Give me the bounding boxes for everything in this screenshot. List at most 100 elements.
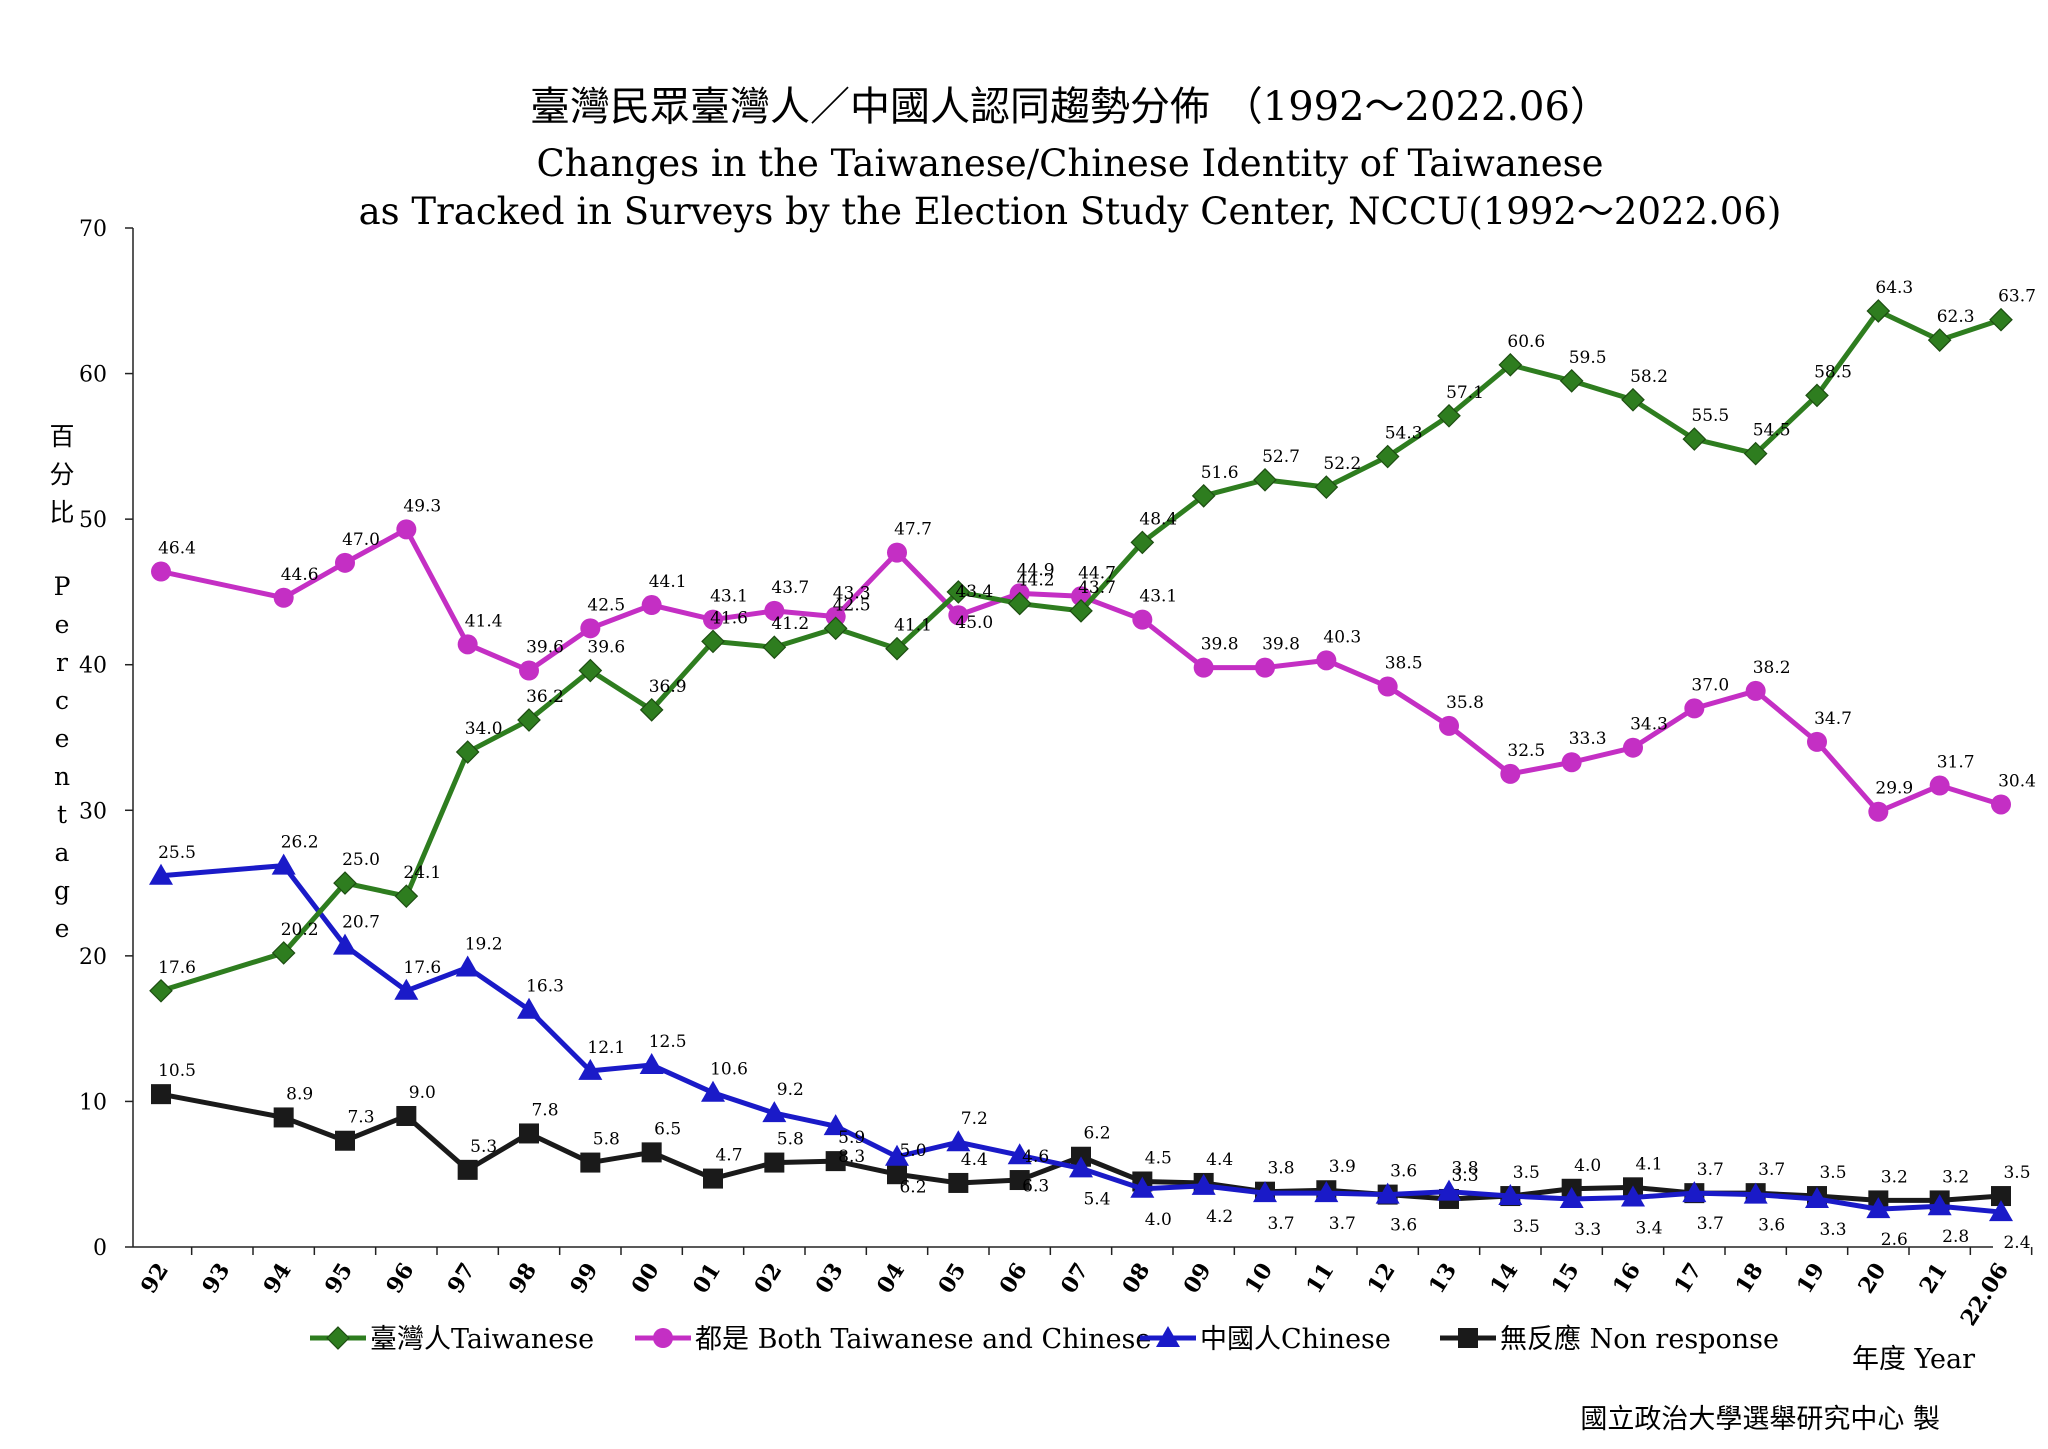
data-point-both (1991, 794, 2011, 815)
data-point-taiwanese (823, 616, 848, 641)
data-point-both (1561, 752, 1582, 773)
data-label-chinese: 3.7 (1697, 1214, 1724, 1234)
data-label-chinese: 25.5 (158, 843, 196, 863)
data-point-chinese (946, 1130, 971, 1152)
data-point-taiwanese (333, 871, 357, 895)
data-label-both: 33.3 (1569, 729, 1607, 749)
x-tick-label: 94 (258, 1258, 296, 1298)
data-point-nonresponse (641, 1142, 662, 1163)
data-point-nonresponse (948, 1172, 969, 1193)
data-label-chinese: 6.2 (899, 1178, 926, 1198)
data-label-chinese: 16.3 (526, 977, 564, 997)
data-label-layer: 17.6 20.2 25.0 24.1 34.0 36.2 39.6 36.9 41.6 41.2… (158, 278, 2036, 1253)
data-label-nonresponse: 5.3 (470, 1137, 497, 1157)
data-point-nonresponse (335, 1130, 355, 1151)
data-label-nonresponse: 6.2 (1083, 1124, 1110, 1144)
legend-marker (326, 1326, 350, 1350)
data-point-chinese (1437, 1179, 1461, 1201)
y-label-char: 分 (49, 460, 74, 489)
data-label-nonresponse: 8.9 (286, 1084, 313, 1104)
data-point-chinese (1743, 1182, 1768, 1204)
data-label-nonresponse: 3.2 (1942, 1167, 1969, 1187)
data-point-taiwanese (1253, 467, 1277, 492)
x-tick-label: 22.06 (1956, 1258, 2015, 1330)
x-tick-label: 20 (1853, 1258, 1891, 1298)
data-label-both: 43.1 (710, 587, 748, 607)
data-label-both: 39.6 (526, 638, 564, 658)
data-point-both (396, 519, 417, 540)
data-label-chinese: 26.2 (281, 833, 319, 853)
legend-marker (1156, 1326, 1180, 1347)
y-label-char: P (54, 572, 71, 601)
y-label-char: t (57, 800, 67, 829)
x-tick-label: 21 (1914, 1258, 1952, 1298)
data-point-nonresponse (1991, 1186, 2011, 1207)
data-point-nonresponse (273, 1107, 294, 1128)
data-label-chinese: 4.0 (1145, 1210, 1172, 1230)
data-point-taiwanese (455, 740, 480, 764)
data-label-both: 41.4 (465, 611, 503, 631)
data-point-nonresponse (703, 1168, 723, 1189)
data-point-chinese (885, 1144, 909, 1166)
chart-title: 臺灣民眾臺灣人／中國人認同趨勢分佈 （1992～2022.06） (530, 84, 1610, 130)
data-label-chinese: 8.3 (838, 1147, 865, 1167)
data-point-nonresponse (396, 1105, 417, 1126)
data-point-chinese (333, 933, 357, 955)
data-label-taiwanese: 58.2 (1630, 367, 1668, 387)
data-point-taiwanese (1989, 307, 2013, 332)
y-tick-label: 50 (79, 508, 107, 533)
legend-marker (1458, 1328, 1478, 1348)
data-point-chinese (455, 955, 480, 977)
x-tick-label: 07 (1056, 1258, 1094, 1298)
data-label-chinese: 4.2 (1206, 1207, 1233, 1227)
data-point-taiwanese (1621, 387, 1645, 412)
data-label-both: 31.7 (1937, 753, 1975, 773)
x-tick-label: 14 (1485, 1258, 1523, 1298)
data-label-both: 43.7 (771, 578, 809, 598)
data-label-taiwanese: 42.5 (833, 595, 871, 615)
x-tick-label: 11 (1301, 1258, 1339, 1298)
legend-item-chinese: 中國人Chinese (1140, 1324, 1391, 1355)
data-point-taiwanese (762, 635, 787, 660)
y-label-char: 百 (49, 422, 74, 451)
data-label-chinese: 2.6 (1881, 1230, 1908, 1250)
data-point-chinese (1559, 1186, 1584, 1208)
y-label-char: r (56, 648, 68, 677)
data-label-chinese: 3.7 (1267, 1214, 1294, 1234)
data-point-chinese (823, 1114, 848, 1136)
data-label-both: 46.4 (158, 539, 196, 559)
data-point-taiwanese (1498, 352, 1523, 377)
data-label-nonresponse: 7.8 (531, 1100, 558, 1120)
data-point-nonresponse (580, 1152, 601, 1173)
data-point-chinese (639, 1053, 664, 1075)
data-label-chinese: 3.7 (1329, 1214, 1356, 1234)
data-point-taiwanese (1314, 475, 1339, 499)
data-label-nonresponse: 5.9 (838, 1128, 865, 1148)
data-point-chinese (1498, 1184, 1523, 1206)
data-point-chinese (1314, 1181, 1339, 1203)
y-tick-label: 30 (79, 799, 107, 824)
data-label-chinese: 20.7 (342, 913, 380, 933)
data-label-taiwanese: 54.3 (1385, 424, 1423, 444)
data-label-taiwanese: 62.3 (1937, 307, 1975, 327)
y-axis: 0 10 20 30 40 50 60 70 (79, 217, 134, 1261)
data-label-nonresponse: 3.5 (2003, 1163, 2030, 1183)
legend-marker (653, 1328, 673, 1348)
series-nonresponse (151, 1084, 2011, 1211)
data-label-chinese: 9.2 (777, 1080, 804, 1100)
data-point-chinese (701, 1080, 725, 1102)
data-label-chinese: 3.3 (1819, 1220, 1846, 1240)
data-point-both (1132, 609, 1153, 630)
data-point-taiwanese (1437, 403, 1461, 428)
data-label-chinese: 12.1 (587, 1038, 625, 1058)
legend-label: 中國人Chinese (1200, 1324, 1391, 1355)
data-label-taiwanese: 63.7 (1998, 287, 2036, 307)
data-point-taiwanese (1805, 383, 1829, 408)
data-point-both (151, 561, 171, 582)
y-tick-label: 60 (79, 363, 107, 388)
x-tick-label: 08 (1117, 1258, 1155, 1298)
data-label-chinese: 3.4 (1635, 1219, 1662, 1239)
x-tick-label: 06 (994, 1258, 1032, 1298)
y-label-char: e (55, 914, 70, 943)
data-label-nonresponse: 10.5 (158, 1061, 196, 1081)
